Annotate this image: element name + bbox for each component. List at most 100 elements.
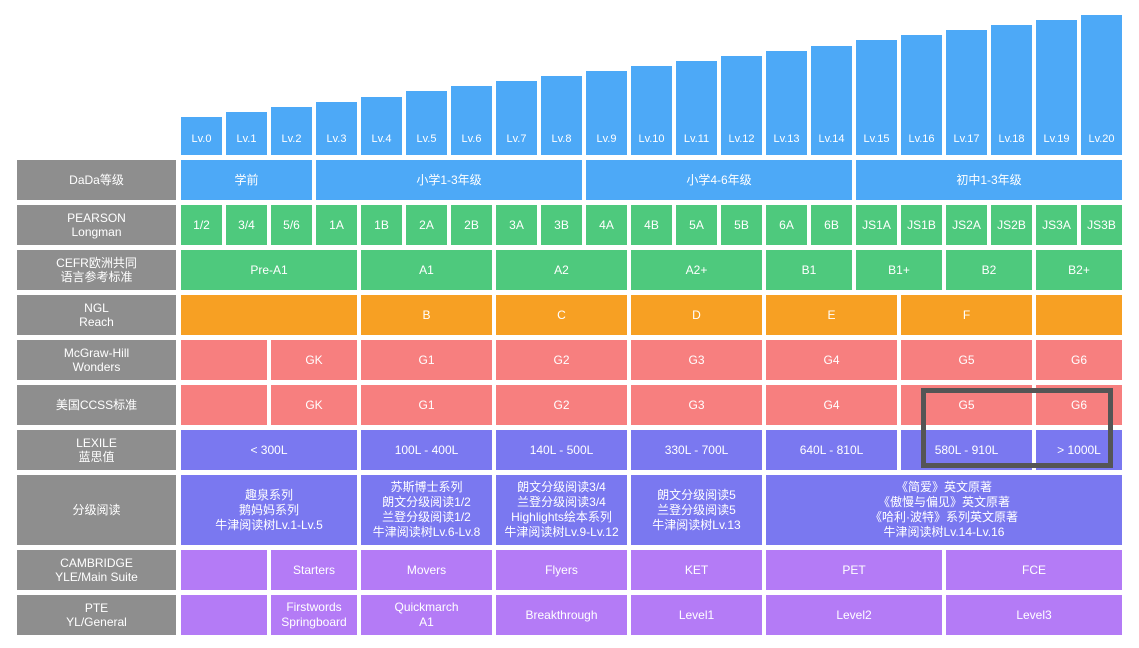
cefr-cell: B2+ [1036,250,1122,290]
lexile-cell: 580L - 910L [901,430,1032,470]
mcgraw-cell: G2 [496,340,627,380]
cefr-cell: B1+ [856,250,942,290]
row-header-ngl: NGL Reach [17,295,176,335]
cefr-cell: B2 [946,250,1032,290]
dada-cell: 小学4-6年级 [586,160,852,200]
pte-cell: Quickmarch A1 [361,595,492,635]
pte-cell: Level1 [631,595,762,635]
row-header-pte: PTE YL/General [17,595,176,635]
pearson-cell: JS2A [946,205,987,245]
level-bar: Lv.16 [901,35,942,155]
ngl-cell: D [631,295,762,335]
pte-cell: Level2 [766,595,942,635]
pte-cell: Level3 [946,595,1122,635]
lexile-cell: < 300L [181,430,357,470]
lexile-cell: 100L - 400L [361,430,492,470]
cambridge-cell: Starters [271,550,357,590]
ccss-cell: G6 [1036,385,1122,425]
graded-cell: 朗文分级阅读5 兰登分级阅读5 牛津阅读树Lv.13 [631,475,762,545]
level-bar: Lv.5 [406,91,447,155]
pearson-cell: 1B [361,205,402,245]
pearson-cell: 5B [721,205,762,245]
pearson-cell: JS1A [856,205,897,245]
row-header-graded: 分级阅读 [17,475,176,545]
pearson-cell: 5/6 [271,205,312,245]
pearson-cell: JS3B [1081,205,1122,245]
ngl-cell: B [361,295,492,335]
pte-cell: Breakthrough [496,595,627,635]
pearson-cell: 6B [811,205,852,245]
dada-cell: 学前 [181,160,312,200]
row-header-cambridge: CAMBRIDGE YLE/Main Suite [17,550,176,590]
level-bar: Lv.1 [226,112,267,155]
cefr-cell: B1 [766,250,852,290]
level-bar: Lv.3 [316,102,357,155]
dada-cell: 小学1-3年级 [316,160,582,200]
level-bar: Lv.17 [946,30,987,155]
pearson-cell: JS1B [901,205,942,245]
pearson-cell: 5A [676,205,717,245]
pte-cell [181,595,267,635]
cefr-cell: Pre-A1 [181,250,357,290]
mcgraw-cell: G6 [1036,340,1122,380]
lexile-cell: > 1000L [1036,430,1122,470]
level-bar: Lv.6 [451,86,492,155]
row-header-cefr: CEFR欧洲共同 语言参考标准 [17,250,176,290]
row-header-ccss: 美国CCSS标准 [17,385,176,425]
ngl-cell [181,295,357,335]
pte-cell: Firstwords Springboard [271,595,357,635]
graded-cell: 朗文分级阅读3/4 兰登分级阅读3/4 Highlights绘本系列 牛津阅读树… [496,475,627,545]
level-bar: Lv.4 [361,97,402,155]
level-bar: Lv.12 [721,56,762,155]
pearson-cell: JS3A [1036,205,1077,245]
cambridge-cell: KET [631,550,762,590]
pearson-cell: 3/4 [226,205,267,245]
ccss-cell: GK [271,385,357,425]
pearson-cell: 3A [496,205,537,245]
mcgraw-cell [181,340,267,380]
cambridge-cell: PET [766,550,942,590]
level-bar: Lv.15 [856,40,897,155]
level-bar: Lv.11 [676,61,717,155]
dada-cell: 初中1-3年级 [856,160,1122,200]
cefr-cell: A2+ [631,250,762,290]
cambridge-cell [181,550,267,590]
level-bar: Lv.18 [991,25,1032,155]
graded-cell: 趣泉系列 鹅妈妈系列 牛津阅读树Lv.1-Lv.5 [181,475,357,545]
pearson-cell: JS2B [991,205,1032,245]
ccss-cell: G2 [496,385,627,425]
pearson-cell: 1A [316,205,357,245]
ccss-cell: G5 [901,385,1032,425]
level-bar: Lv.2 [271,107,312,155]
graded-cell: 《简爱》英文原著 《傲慢与偏见》英文原著 《哈利·波特》系列英文原著 牛津阅读树… [766,475,1122,545]
level-bar: Lv.13 [766,51,807,155]
ngl-cell: E [766,295,897,335]
level-bar: Lv.19 [1036,20,1077,155]
ngl-cell: F [901,295,1032,335]
cefr-cell: A1 [361,250,492,290]
level-bar: Lv.10 [631,66,672,155]
ccss-cell: G4 [766,385,897,425]
mcgraw-cell: G3 [631,340,762,380]
cambridge-cell: Flyers [496,550,627,590]
graded-cell: 苏斯博士系列 朗文分级阅读1/2 兰登分级阅读1/2 牛津阅读树Lv.6-Lv.… [361,475,492,545]
ngl-cell: C [496,295,627,335]
ccss-cell [181,385,267,425]
mcgraw-cell: G1 [361,340,492,380]
mcgraw-cell: G4 [766,340,897,380]
level-bar: Lv.9 [586,71,627,155]
level-bar: Lv.7 [496,81,537,155]
pearson-cell: 1/2 [181,205,222,245]
lexile-cell: 330L - 700L [631,430,762,470]
cefr-cell: A2 [496,250,627,290]
pearson-cell: 6A [766,205,807,245]
pearson-cell: 4A [586,205,627,245]
level-bar: Lv.0 [181,117,222,155]
level-bar: Lv.20 [1081,15,1122,155]
row-header-pearson: PEARSON Longman [17,205,176,245]
cambridge-cell: FCE [946,550,1122,590]
mcgraw-cell: GK [271,340,357,380]
lexile-cell: 640L - 810L [766,430,897,470]
pearson-cell: 2B [451,205,492,245]
